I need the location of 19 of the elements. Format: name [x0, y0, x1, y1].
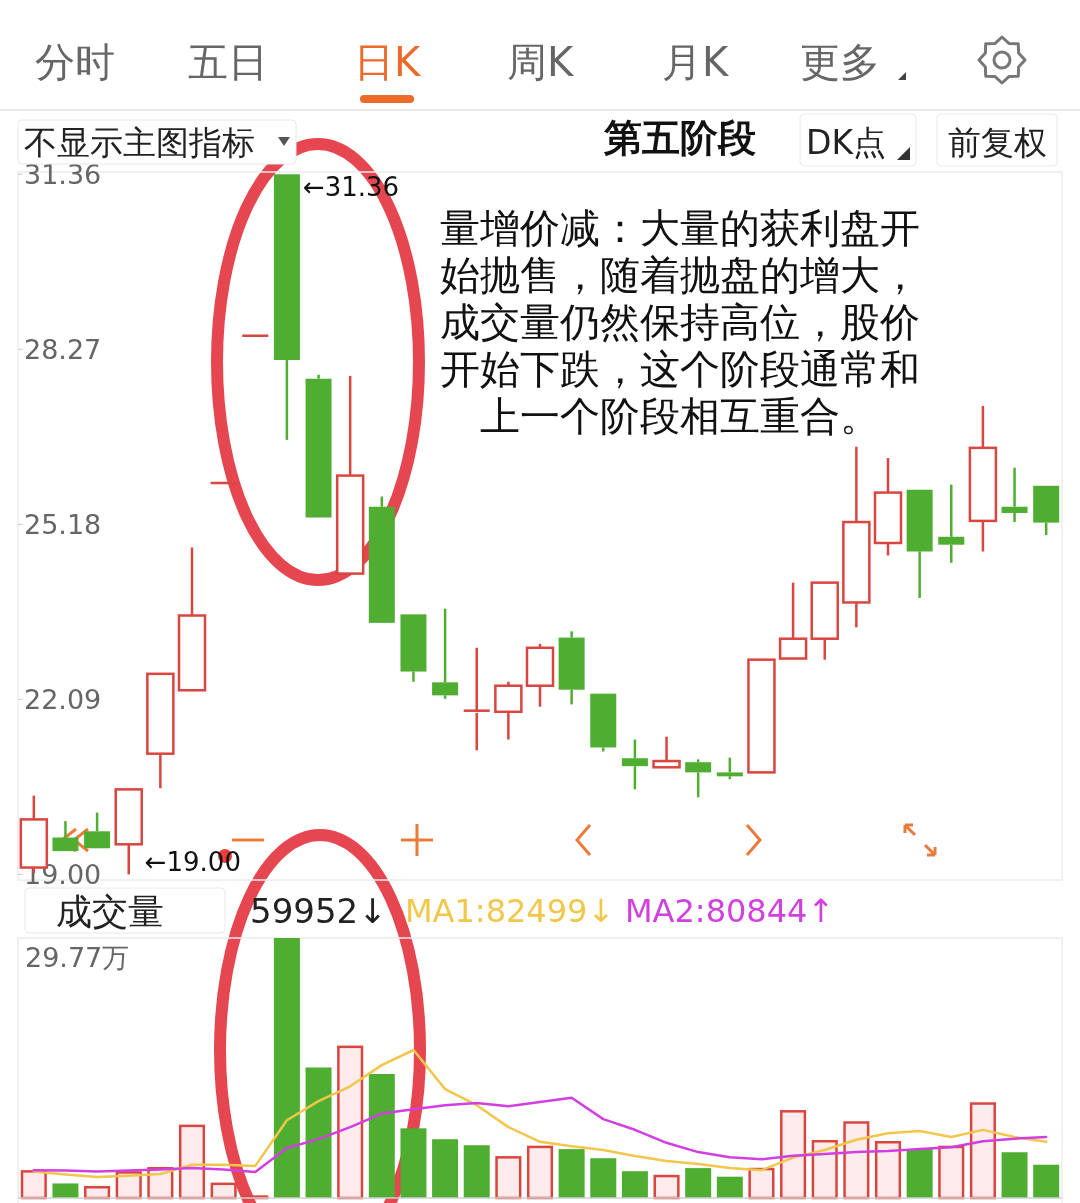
text: DK点 [806, 122, 887, 162]
y-tick-label: 22.09 [24, 683, 102, 715]
text: 周K [506, 39, 575, 85]
text: MA2:80844↑ [625, 892, 835, 930]
chart-title: 第五阶段 [603, 116, 756, 160]
annotation: 量增价减：大量的获利盘开始抛售，随着抛盘的增大，成交量仍然保持高位，股价开始下跌，这个阶段通常和上一个阶段相互重合。 [439, 205, 921, 440]
text: 59952↓ [250, 891, 387, 931]
text: 五日 [188, 39, 268, 85]
text: 日K [353, 39, 422, 85]
text: 成交量 [56, 890, 164, 932]
text: 分时 [35, 39, 115, 85]
y-tick-label: 25.18 [24, 508, 102, 540]
text: 更多 [800, 39, 880, 85]
y-tick-label: 28.27 [24, 333, 102, 365]
text: MA1:82499↓ [405, 892, 615, 930]
text: 前复权 [947, 122, 1047, 162]
annotation: ←19.00 [144, 847, 241, 878]
annotation: 29.77万 [25, 941, 130, 973]
text: 月K [661, 39, 730, 85]
